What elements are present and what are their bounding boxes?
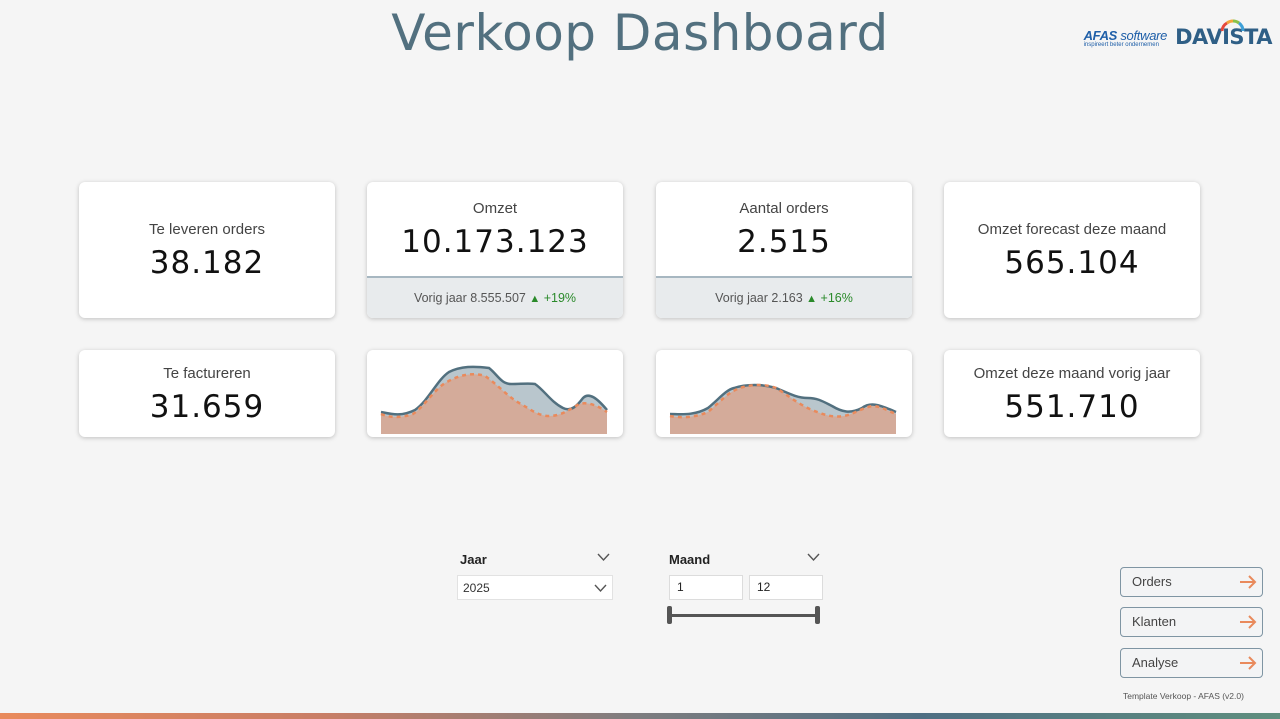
kpi-value: 31.659 [149,389,265,425]
kpi-card-forecast: Omzet forecast deze maand 565.104 [944,182,1200,318]
kpi-value: 38.182 [149,245,265,281]
orders-nav-button[interactable]: Orders [1120,567,1263,597]
change-value: +16% [820,291,853,305]
kpi-card-omzet: Omzet 10.173.123 Vorig jaar 8.555.507 ▲ … [367,182,623,318]
sparkline-previous-line [380,373,608,419]
maand-to-input[interactable]: 12 [749,575,823,600]
jaar-slicer-label: Jaar [460,552,487,567]
kpi-label: Te leveren orders [149,221,265,238]
kpi-comparison: Vorig jaar 8.555.507 ▲ +19% [367,276,623,318]
analyse-nav-label: Analyse [1132,655,1179,670]
triangle-up-icon: ▲ [806,293,818,305]
omzet-sparkline [380,365,608,434]
jaar-selected-value: 2025 [463,581,490,595]
chevron-down-icon [594,584,607,593]
maand-range-track[interactable] [669,614,819,617]
kpi-comparison: Vorig jaar 2.163 ▲ +16% [656,276,912,318]
orders-nav-label: Orders [1132,574,1172,589]
orders-sparkline [669,383,897,434]
kpi-value: 2.515 [737,224,831,260]
davista-logo: DAVISTA [1175,19,1272,49]
prev-value: 8.555.507 [470,291,526,305]
kpi-card-te-leveren: Te leveren orders 38.182 [79,182,335,318]
kpi-card-omzet-vorig-jaar: Omzet deze maand vorig jaar 551.710 [944,350,1200,437]
kpi-label: Te factureren [163,365,251,382]
prev-label: Vorig jaar [413,291,467,305]
kpi-label: Aantal orders [739,200,829,217]
arrow-right-icon [1240,615,1257,629]
logos: AFAS software inspireert beter onderneme… [1084,19,1272,49]
jaar-dropdown[interactable]: 2025 [457,575,613,600]
page-title: Verkoop Dashboard [391,4,889,62]
sparkline-card-omzet [367,350,623,437]
afas-tagline: inspireert beter ondernemen [1083,42,1159,48]
sparkline-current-line [669,383,897,416]
template-version-note: Template Verkoop - AFAS (v2.0) [1123,691,1244,701]
sparkline-card-orders [656,350,912,437]
kpi-label: Omzet forecast deze maand [977,221,1167,238]
maand-slicer-label: Maand [669,552,711,567]
kpi-value: 551.710 [1004,389,1140,425]
afas-logo-text: AFAS [1083,28,1118,43]
kpi-value: 565.104 [1004,245,1140,281]
sparkline-previous-area [670,385,896,434]
bottom-color-bar [0,713,1280,719]
davista-logo-text: DAVISTA [1175,25,1272,49]
maand-range-max-handle[interactable] [815,606,820,624]
chevron-down-icon[interactable] [807,553,820,562]
sparkline-previous-line [669,383,897,419]
arrow-right-icon [1240,575,1257,589]
chevron-down-icon[interactable] [597,553,610,562]
analyse-nav-button[interactable]: Analyse [1120,648,1263,678]
kpi-card-aantal-orders: Aantal orders 2.515 Vorig jaar 2.163 ▲ +… [656,182,912,318]
kpi-value: 10.173.123 [401,224,589,260]
maand-from-input[interactable]: 1 [669,575,743,600]
prev-value: 2.163 [771,291,803,305]
klanten-nav-button[interactable]: Klanten [1120,607,1263,637]
kpi-card-te-factureren: Te factureren 31.659 [79,350,335,437]
afas-logo-software: software [1120,28,1168,43]
sparkline-previous-area [381,374,607,434]
afas-logo: AFAS software inspireert beter onderneme… [1084,28,1168,48]
prev-label: Vorig jaar [715,291,768,305]
davista-dial-icon [1220,19,1245,32]
kpi-label: Omzet [472,200,518,217]
arrow-right-icon [1240,656,1257,670]
maand-range-min-handle[interactable] [667,606,672,624]
triangle-up-icon: ▲ [529,293,541,305]
klanten-nav-label: Klanten [1132,614,1177,629]
kpi-label: Omzet deze maand vorig jaar [973,365,1171,382]
change-value: +19% [543,291,577,305]
